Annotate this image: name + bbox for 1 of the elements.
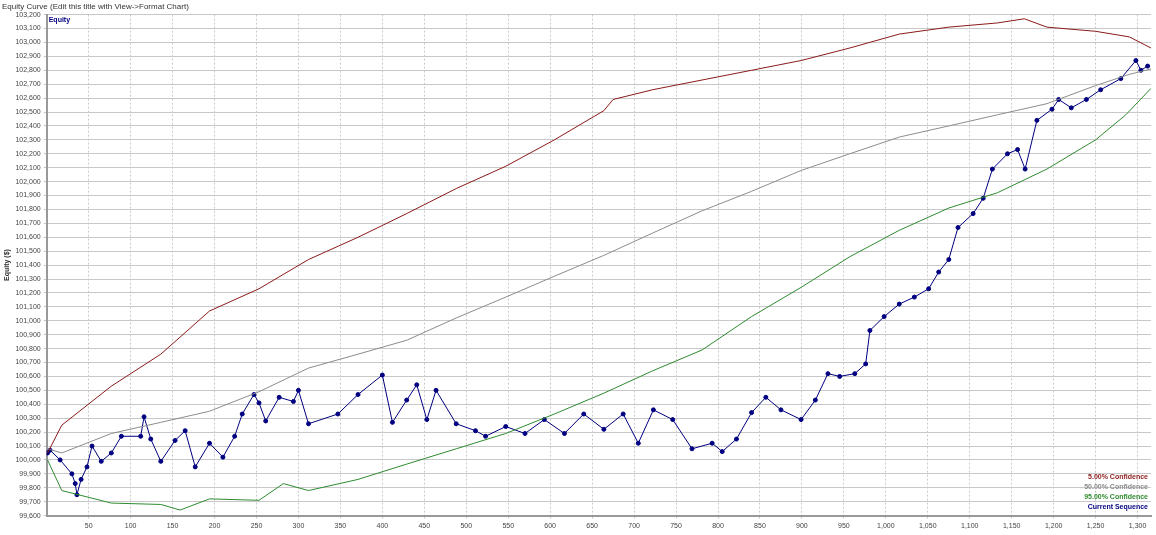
- chart-title: Equity Curve (Edit this title with View->Format Chart): [2, 2, 190, 11]
